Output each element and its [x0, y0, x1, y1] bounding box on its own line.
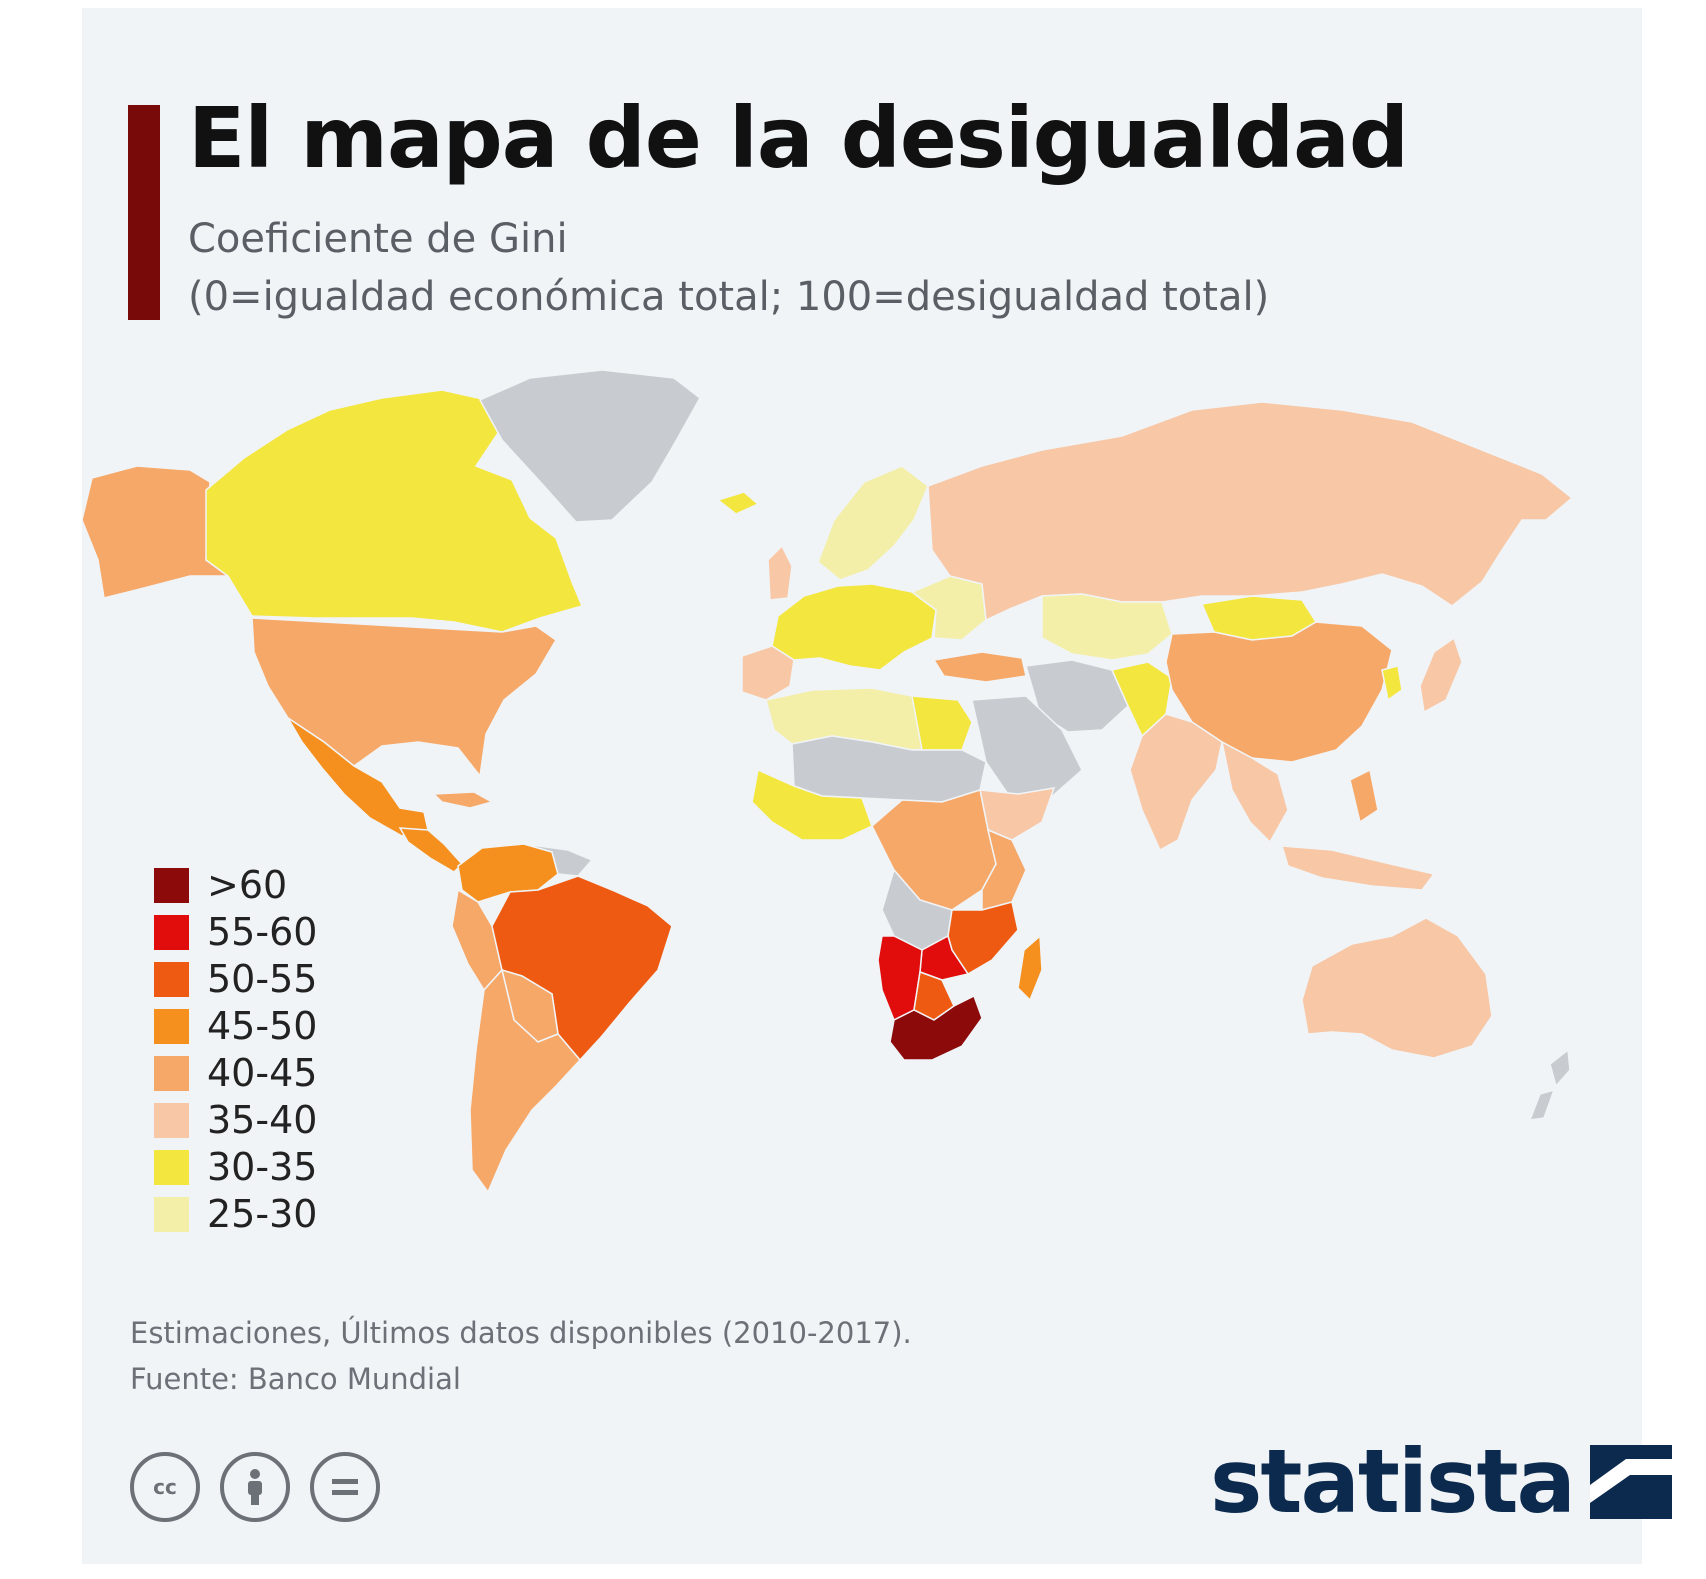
region-arabia — [971, 695, 1083, 801]
region-south-africa — [889, 994, 983, 1061]
legend-label: 35-40 — [207, 1098, 318, 1142]
region-scandinavia — [817, 465, 929, 581]
region-usa — [251, 617, 557, 778]
legend-label: 55-60 — [207, 910, 318, 954]
legend-label: >60 — [207, 863, 288, 907]
region-new-zealand — [1528, 1048, 1571, 1121]
region-madagascar — [1017, 934, 1043, 1002]
estimation-note: Estimaciones, Últimos datos disponibles … — [130, 1316, 912, 1350]
legend-label: 30-35 — [207, 1145, 318, 1189]
region-southern-cone — [469, 968, 582, 1194]
world-map — [82, 370, 1574, 1194]
region-alaska — [82, 465, 231, 599]
legend: >60 55-60 50-55 45-50 40-45 35-40 30-35 25-30 — [154, 862, 317, 1238]
legend-item: 25-30 — [154, 1191, 317, 1238]
legend-label: 25-30 — [207, 1192, 318, 1236]
region-egypt — [911, 695, 973, 751]
subtitle-line-2: (0=igualdad económica total; 100=desigua… — [188, 274, 1270, 320]
no-derivatives-icon[interactable] — [310, 1452, 380, 1522]
statista-brand[interactable]: statista — [1210, 1432, 1672, 1532]
page-title: El mapa de la desigualdad — [188, 89, 1409, 187]
region-india — [1129, 713, 1223, 852]
legend-swatch — [154, 915, 189, 950]
legend-swatch — [154, 868, 189, 903]
title-accent-bar — [128, 105, 160, 320]
legend-item: 55-60 — [154, 909, 317, 956]
region-china — [1165, 621, 1393, 763]
subtitle-line-1: Coeficiente de Gini — [188, 216, 568, 262]
region-southeast-asia — [1220, 740, 1289, 844]
region-russia — [927, 401, 1574, 622]
license-icons: cc — [130, 1452, 380, 1522]
source-note: Fuente: Banco Mundial — [130, 1362, 461, 1396]
legend-item: 30-35 — [154, 1144, 317, 1191]
legend-item: 35-40 — [154, 1097, 317, 1144]
region-northern-south-america — [457, 843, 559, 903]
legend-item: >60 — [154, 862, 317, 909]
legend-swatch — [154, 1056, 189, 1091]
region-west-africa — [751, 768, 873, 841]
region-philippines — [1349, 768, 1379, 824]
region-caribbean — [432, 791, 494, 809]
region-canada — [205, 389, 584, 633]
brand-name: statista — [1210, 1430, 1576, 1533]
legend-label: 50-55 — [207, 957, 318, 1001]
region-turkey — [932, 651, 1027, 683]
legend-item: 45-50 — [154, 1003, 317, 1050]
cc-icon[interactable]: cc — [130, 1452, 200, 1522]
subtitle: Coeficiente de Gini (0=igualdad económic… — [188, 210, 1269, 326]
legend-item: 50-55 — [154, 956, 317, 1003]
region-iceland — [716, 491, 760, 515]
legend-swatch — [154, 962, 189, 997]
region-indonesia — [1280, 845, 1436, 891]
region-kazakhstan — [1041, 593, 1173, 661]
region-uk — [767, 544, 793, 601]
statista-logo-icon — [1589, 1445, 1672, 1519]
region-korea — [1381, 665, 1403, 702]
region-western-europe — [771, 583, 937, 671]
legend-label: 45-50 — [207, 1004, 318, 1048]
footnotes: Estimaciones, Últimos datos disponibles … — [130, 1310, 912, 1402]
legend-swatch — [154, 1197, 189, 1232]
region-greenland — [478, 370, 701, 523]
region-australia — [1301, 917, 1493, 1059]
svg-text:cc: cc — [153, 1475, 177, 1499]
attribution-icon[interactable] — [220, 1452, 290, 1522]
region-iberia — [741, 645, 795, 701]
legend-label: 40-45 — [207, 1051, 318, 1095]
legend-swatch — [154, 1103, 189, 1138]
legend-swatch — [154, 1009, 189, 1044]
legend-swatch — [154, 1150, 189, 1185]
region-central-america — [398, 827, 464, 873]
region-japan — [1419, 636, 1463, 714]
legend-item: 40-45 — [154, 1050, 317, 1097]
